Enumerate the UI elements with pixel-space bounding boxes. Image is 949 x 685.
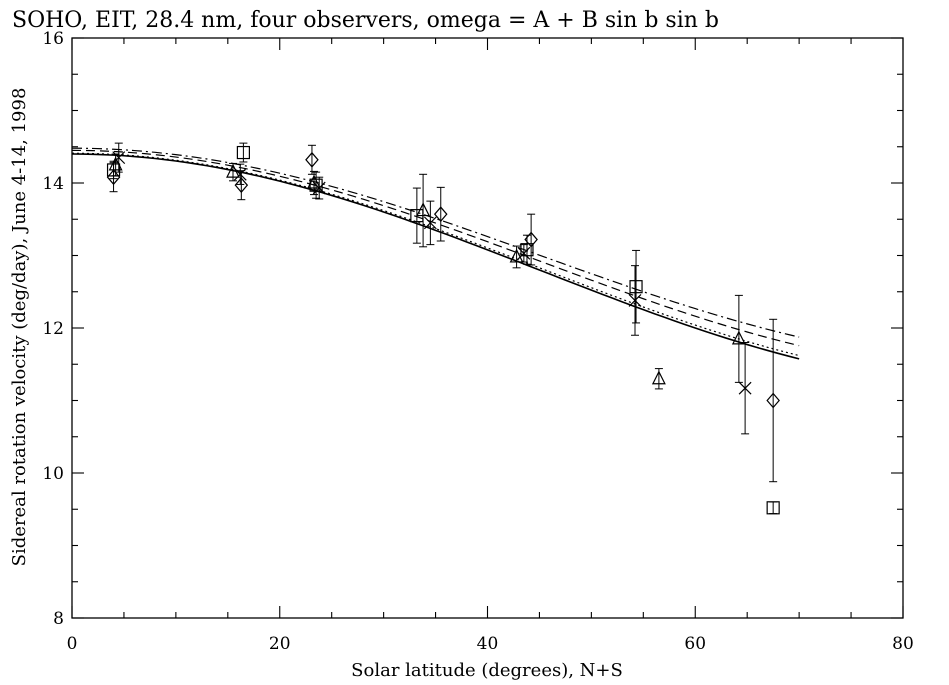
y-tick-labels: 8 10 12 14 16: [42, 29, 64, 629]
x-tick-label: 0: [67, 634, 78, 654]
data-point-diamond: [766, 318, 780, 483]
square-marker: [629, 280, 643, 294]
data-points: [106, 142, 780, 515]
x-tick-label: 80: [892, 634, 914, 654]
y-tick-label: 16: [42, 29, 64, 49]
triangle-marker: [108, 156, 123, 171]
y-tick-label: 12: [42, 319, 64, 339]
y-tick-label: 8: [53, 609, 64, 629]
triangle-marker: [416, 202, 431, 217]
x-tick-label: 20: [269, 634, 291, 654]
data-point-triangle: [509, 245, 524, 269]
data-point-diamond: [524, 213, 538, 266]
x-tick-label: 40: [477, 634, 499, 654]
square-marker: [766, 501, 780, 515]
data-point-diamond: [106, 162, 121, 193]
triangle-marker: [509, 248, 524, 263]
data-point-square: [236, 142, 250, 163]
diamond-marker: [106, 169, 121, 186]
x-axis-label: Solar latitude (degrees), N+S: [351, 660, 623, 681]
cross-marker: [423, 216, 437, 230]
data-point-cross: [628, 265, 642, 336]
data-point-triangle: [731, 294, 746, 383]
cross-marker: [628, 294, 642, 307]
fit-curve-dashdot: [71, 147, 800, 338]
diamond-marker: [524, 231, 538, 248]
fit-curve-dotted: [71, 152, 800, 357]
triangle-marker: [651, 370, 666, 385]
diamond-marker: [305, 151, 319, 168]
data-point-triangle: [651, 368, 666, 390]
data-point-diamond: [234, 170, 249, 201]
data-point-triangle: [307, 170, 321, 196]
data-point-cross: [112, 142, 126, 173]
cross-marker: [738, 381, 752, 395]
data-point-triangle: [226, 162, 240, 182]
data-point-diamond: [433, 186, 448, 242]
data-point-cross: [423, 200, 437, 246]
y-axis-label: Sidereal rotation velocity (deg/day), Ju…: [9, 88, 30, 567]
y-tick-label: 14: [42, 174, 64, 194]
square-marker: [236, 145, 250, 160]
axis-ticks: [71, 37, 904, 619]
data-point-square: [629, 249, 643, 324]
x-tick-label: 60: [684, 634, 706, 654]
triangle-marker: [731, 330, 746, 345]
fit-curve-solid: [71, 153, 800, 360]
diamond-marker: [234, 177, 249, 194]
data-point-cross: [517, 244, 531, 263]
fit-curve-dashed: [71, 149, 800, 347]
chart-title: SOHO, EIT, 28.4 nm, four observers, omeg…: [12, 8, 719, 33]
diamond-marker: [433, 206, 448, 223]
data-point-diamond: [305, 144, 319, 175]
data-point-triangle: [416, 173, 431, 248]
data-point-square: [766, 501, 780, 515]
plot-frame: [71, 37, 904, 619]
x-tick-labels: 0 20 40 60 80: [67, 634, 914, 654]
y-tick-label: 10: [42, 464, 64, 484]
triangle-marker: [307, 174, 321, 189]
diamond-marker: [766, 392, 780, 409]
fit-curves: [71, 147, 800, 360]
triangle-marker: [226, 163, 240, 178]
data-point-cross: [738, 342, 752, 435]
